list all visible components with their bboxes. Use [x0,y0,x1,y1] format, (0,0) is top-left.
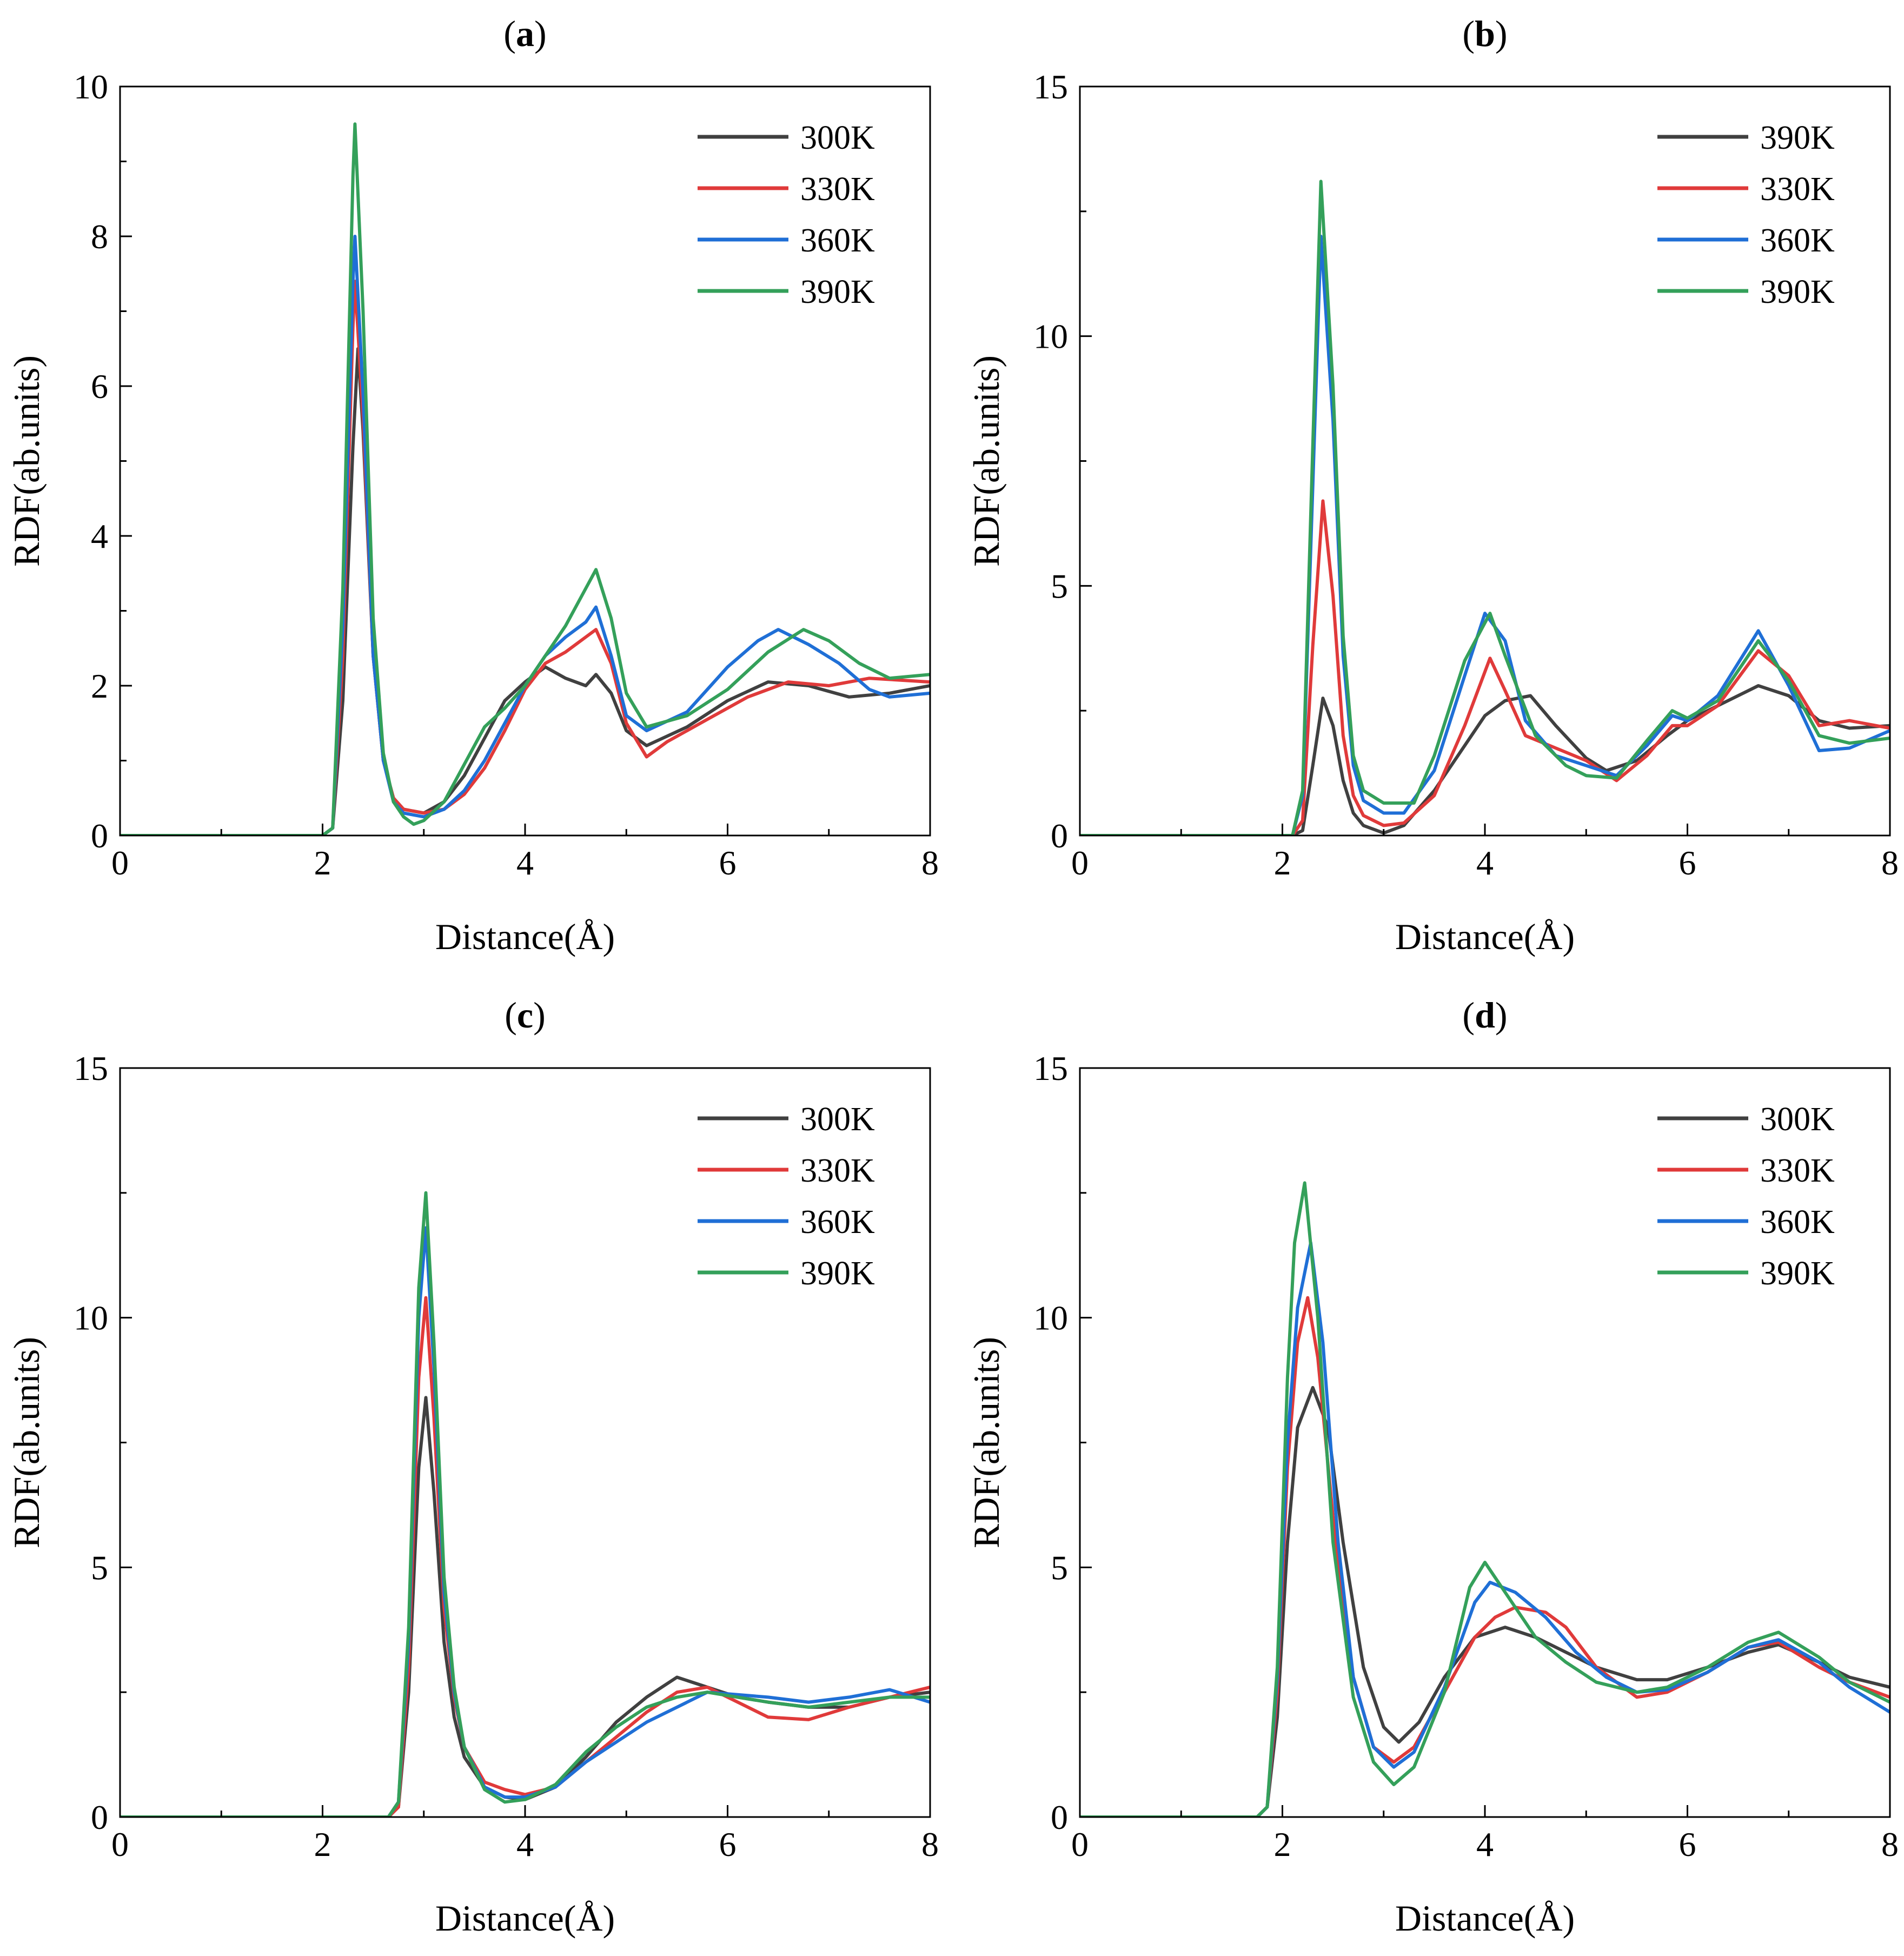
x-tick-label: 8 [1881,1825,1899,1864]
series-group [1080,1181,1890,1817]
series-line-330K [120,1296,930,1817]
series-line-330K [120,280,930,836]
x-tick-label: 0 [111,1825,129,1864]
series-line-390K [120,122,930,836]
y-tick-label: 2 [91,667,108,705]
x-tick-label: 6 [719,844,737,882]
series-line-300K [120,347,930,836]
series-line-390K [1080,180,1890,836]
legend: 390K 330K 360K 390K [1657,120,1835,310]
series-line-360K [1080,235,1890,836]
panel-b: (b) 0 2 4 6 8 0 5 10 15 Distance(Å) RDF(ab.units) 39… [966,13,1899,957]
y-axis-label: RDF(ab.units) [6,355,47,567]
y-tick-label: 15 [74,1049,108,1088]
panel-title: (a) [503,13,546,54]
y-tick-label: 5 [1051,1548,1068,1587]
panel-c: (c) 0 2 4 6 8 0 5 10 15 Distance(Å) RDF(ab.units) 30… [6,994,939,1939]
legend-label: 360K [1760,1204,1835,1241]
series-group [120,122,930,836]
y-axis-label: RDF(ab.units) [6,1337,47,1548]
panel-a: (a) 0 2 4 6 8 0 2 4 6 8 10 Distance(Å) RDF(ab.units) 3… [6,13,939,957]
legend: 300K 330K 360K 390K [1657,1101,1835,1292]
series-line-330K [1080,1296,1890,1817]
y-axis-label: RDF(ab.units) [966,1337,1007,1548]
x-tick-label: 0 [111,844,129,882]
y-tick-label: 5 [1051,567,1068,605]
y-tick-label: 6 [91,367,108,406]
legend-label: 390K [800,1255,875,1292]
x-tick-label: 4 [516,1825,534,1864]
x-tick-label: 4 [1476,1825,1494,1864]
legend-label: 300K [800,120,875,156]
y-axis-label: RDF(ab.units) [966,355,1007,567]
x-tick-label: 8 [1881,844,1899,882]
x-tick-label: 6 [1679,1825,1696,1864]
y-tick-label: 4 [91,517,108,555]
y-tick-label: 15 [1033,1049,1068,1088]
x-tick-label: 6 [1679,844,1696,882]
x-tick-label: 2 [314,844,331,882]
series-line-330K [1080,499,1890,836]
x-tick-label: 8 [921,844,939,882]
y-tick-label: 0 [91,1798,108,1836]
legend-label: 390K [1760,274,1835,310]
y-tick-label: 8 [91,217,108,256]
legend-label: 330K [800,1152,875,1189]
legend-label: 390K [1760,120,1835,156]
series-line-360K [120,1226,930,1817]
legend-label: 300K [1760,1101,1835,1138]
legend-label: 390K [800,274,875,310]
x-tick-label: 4 [1476,844,1494,882]
y-tick-label: 0 [91,817,108,855]
legend: 300K 330K 360K 390K [698,120,875,310]
y-tick-label: 10 [1033,1299,1068,1337]
x-axis-label: Distance(Å) [1395,916,1575,957]
y-tick-label: 10 [74,1299,108,1337]
panel-title: (c) [505,994,546,1036]
panel-title: (b) [1462,13,1507,54]
x-tick-label: 0 [1071,1825,1089,1864]
series-line-390K [120,1191,930,1817]
legend-label: 390K [1760,1255,1835,1292]
x-tick-label: 4 [516,844,534,882]
x-tick-label: 2 [1274,1825,1291,1864]
legend-label: 330K [800,171,875,208]
legend: 300K 330K 360K 390K [698,1101,875,1292]
x-tick-label: 8 [921,1825,939,1864]
x-tick-label: 6 [719,1825,737,1864]
y-tick-label: 10 [1033,317,1068,356]
y-tick-label: 15 [1033,68,1068,106]
series-line-300K [120,1396,930,1817]
series-group [1080,180,1890,836]
y-tick-label: 0 [1051,1798,1068,1836]
x-axis-label: Distance(Å) [1395,1898,1575,1939]
x-tick-label: 0 [1071,844,1089,882]
series-line-360K [1080,1241,1890,1817]
x-tick-label: 2 [314,1825,331,1864]
y-tick-label: 10 [74,68,108,106]
x-tick-label: 2 [1274,844,1291,882]
legend-label: 330K [1760,171,1835,208]
x-axis-label: Distance(Å) [435,1898,615,1939]
legend-label: 300K [800,1101,875,1138]
legend-label: 330K [1760,1152,1835,1189]
panel-title: (d) [1462,994,1507,1036]
panel-d: (d) 0 2 4 6 8 0 5 10 15 Distance(Å) RDF(ab.units) 30… [966,994,1899,1939]
series-group [120,1191,930,1817]
series-line-360K [120,235,930,836]
series-line-390K [1080,1181,1890,1817]
legend-label: 360K [800,222,875,259]
legend-label: 360K [1760,222,1835,259]
y-tick-label: 5 [91,1548,108,1587]
y-tick-label: 0 [1051,817,1068,855]
series-line-300K [1080,1385,1890,1817]
legend-label: 360K [800,1204,875,1241]
series-line-390K [1080,684,1890,836]
x-axis-label: Distance(Å) [435,916,615,957]
